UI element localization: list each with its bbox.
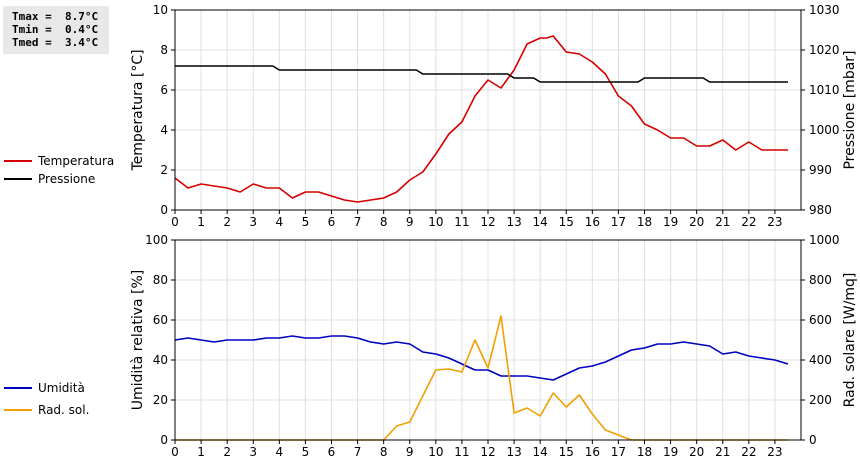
stats-box: Tmax = 8.7°C Tmin = 0.4°C Tmed = 3.4°C (3, 6, 109, 54)
top-ytick-label: 10 (153, 3, 168, 17)
bottom-series-umidita (174, 335, 789, 381)
top-ylabel: Temperatura [°C] (130, 49, 146, 171)
tmin-text: Tmin = 0.4°C (12, 23, 99, 36)
top-ytick-label: 4 (160, 123, 168, 137)
bottom-xtick-label: 7 (354, 445, 362, 459)
top-y2tick-label: 990 (809, 163, 832, 177)
legend-temperatura-label: Temperatura (38, 154, 115, 168)
legend-pressione-label: Pressione (38, 172, 96, 186)
bottom-xtick-label: 16 (585, 445, 600, 459)
bottom-xtick-label: 1 (197, 445, 205, 459)
bottom-ytick-label: 40 (153, 353, 168, 367)
top-xtick-label: 22 (741, 215, 756, 229)
top-xtick-label: 3 (249, 215, 257, 229)
bottom-y2tick-label: 600 (809, 313, 832, 327)
top-ytick-label: 0 (160, 203, 168, 217)
bottom-y2tick-label: 0 (809, 433, 817, 447)
top-xtick-label: 6 (328, 215, 336, 229)
bottom-ytick-label: 100 (145, 233, 168, 247)
bottom-xtick-label: 9 (406, 445, 414, 459)
legend-umidita-swatch (4, 387, 32, 389)
top-xtick-label: 4 (276, 215, 284, 229)
tmax-text: Tmax = 8.7°C (12, 10, 99, 23)
bottom-xtick-label: 13 (506, 445, 521, 459)
bottom-xtick-label: 11 (454, 445, 469, 459)
top-xtick-label: 19 (663, 215, 678, 229)
bottom-ytick-label: 0 (160, 433, 168, 447)
top-xtick-label: 5 (302, 215, 310, 229)
top-series-temperatura (174, 35, 788, 203)
bottom-xtick-label: 23 (767, 445, 782, 459)
bottom-xtick-label: 14 (533, 445, 548, 459)
bottom-ylabel: Umidità relativa [%] (130, 270, 146, 411)
top-xtick-label: 11 (454, 215, 469, 229)
top-y2tick-label: 1000 (809, 123, 840, 137)
bottom-xtick-label: 0 (171, 445, 179, 459)
top-ytick-label: 8 (160, 43, 168, 57)
top-xtick-label: 16 (585, 215, 600, 229)
top-xtick-label: 0 (171, 215, 179, 229)
legend-radsol-swatch (4, 409, 32, 411)
bottom-xtick-label: 3 (249, 445, 257, 459)
top-y2tick-label: 1010 (809, 83, 840, 97)
top-series-pressione (175, 65, 788, 83)
bottom-xtick-label: 19 (663, 445, 678, 459)
bottom-xtick-label: 17 (611, 445, 626, 459)
top-xtick-label: 14 (533, 215, 548, 229)
bottom-ytick-label: 80 (153, 273, 168, 287)
top-xtick-label: 7 (354, 215, 362, 229)
top-y2tick-label: 1030 (809, 3, 840, 17)
bottom-ytick-label: 20 (153, 393, 168, 407)
top-xtick-label: 23 (767, 215, 782, 229)
bottom-xtick-label: 15 (559, 445, 574, 459)
bottom-xtick-label: 10 (428, 445, 443, 459)
bottom-y2label: Rad. solare [W/mq] (842, 273, 858, 408)
legend-radsol-label: Rad. sol. (38, 403, 90, 417)
legend-pressione-swatch (4, 178, 32, 180)
top-xtick-label: 15 (559, 215, 574, 229)
top-y2tick-label: 1020 (809, 43, 840, 57)
legend-umidita-label: Umidità (38, 381, 85, 395)
top-xtick-label: 21 (715, 215, 730, 229)
bottom-xtick-label: 18 (637, 445, 652, 459)
top-ytick-label: 6 (160, 83, 168, 97)
bottom-xtick-label: 20 (689, 445, 704, 459)
top-y2tick-label: 980 (809, 203, 832, 217)
bottom-xtick-label: 4 (276, 445, 284, 459)
top-xtick-label: 12 (480, 215, 495, 229)
bottom-ytick-label: 60 (153, 313, 168, 327)
top-xtick-label: 2 (223, 215, 231, 229)
legend-temperatura-swatch (4, 160, 32, 162)
bottom-y2tick-label: 400 (809, 353, 832, 367)
top-xtick-label: 20 (689, 215, 704, 229)
top-xtick-label: 8 (380, 215, 388, 229)
top-xtick-label: 10 (428, 215, 443, 229)
bottom-xtick-label: 12 (480, 445, 495, 459)
bottom-xtick-label: 2 (223, 445, 231, 459)
top-xtick-label: 13 (506, 215, 521, 229)
bottom-y2tick-label: 200 (809, 393, 832, 407)
bottom-xtick-label: 22 (741, 445, 756, 459)
bottom-xtick-label: 6 (328, 445, 336, 459)
bottom-xtick-label: 5 (302, 445, 310, 459)
top-xtick-label: 18 (637, 215, 652, 229)
bottom-xtick-label: 21 (715, 445, 730, 459)
top-xtick-label: 9 (406, 215, 414, 229)
top-y2label: Pressione [mbar] (842, 50, 858, 169)
bottom-y2tick-label: 800 (809, 273, 832, 287)
top-ytick-label: 2 (160, 163, 168, 177)
bottom-y2tick-label: 1000 (809, 233, 840, 247)
top-xtick-label: 17 (611, 215, 626, 229)
bottom-xtick-label: 8 (380, 445, 388, 459)
tmed-text: Tmed = 3.4°C (12, 36, 99, 49)
top-xtick-label: 1 (197, 215, 205, 229)
